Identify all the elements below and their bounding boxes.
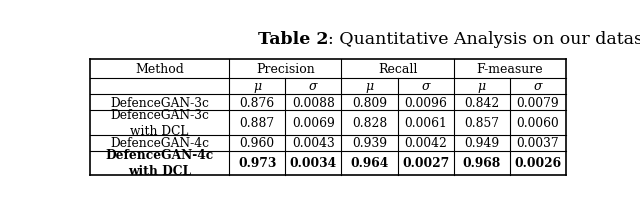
Text: DefenceGAN-4c: DefenceGAN-4c (110, 137, 209, 149)
Text: DefenceGAN-3c
with DCL: DefenceGAN-3c with DCL (110, 108, 209, 137)
Text: 0.809: 0.809 (352, 96, 387, 109)
Text: σ: σ (421, 80, 430, 93)
Text: 0.0079: 0.0079 (516, 96, 559, 109)
Text: F-measure: F-measure (477, 62, 543, 75)
Text: μ: μ (477, 80, 486, 93)
Text: 0.0026: 0.0026 (515, 157, 561, 169)
Text: μ: μ (253, 80, 261, 93)
Text: σ: σ (309, 80, 317, 93)
Text: : Quantitative Analysis on our dataset: : Quantitative Analysis on our dataset (328, 31, 640, 48)
Text: Table 2: Table 2 (258, 31, 328, 48)
Text: DefenceGAN-3c: DefenceGAN-3c (110, 96, 209, 109)
Text: 0.960: 0.960 (239, 137, 275, 149)
Text: 0.842: 0.842 (464, 96, 499, 109)
Text: 0.0069: 0.0069 (292, 116, 335, 129)
Text: 0.0034: 0.0034 (290, 157, 337, 169)
Text: 0.964: 0.964 (350, 157, 388, 169)
Text: 0.0027: 0.0027 (402, 157, 449, 169)
Text: 0.0061: 0.0061 (404, 116, 447, 129)
Text: 0.939: 0.939 (352, 137, 387, 149)
Text: 0.0037: 0.0037 (516, 137, 559, 149)
Text: 0.876: 0.876 (239, 96, 275, 109)
Text: 0.0060: 0.0060 (516, 116, 559, 129)
Text: μ: μ (365, 80, 374, 93)
Text: 0.0096: 0.0096 (404, 96, 447, 109)
Text: 0.857: 0.857 (464, 116, 499, 129)
Text: Recall: Recall (378, 62, 417, 75)
Text: DefenceGAN-4c
with DCL: DefenceGAN-4c with DCL (106, 149, 214, 178)
Text: 0.0088: 0.0088 (292, 96, 335, 109)
Text: 0.949: 0.949 (464, 137, 499, 149)
Text: 0.828: 0.828 (352, 116, 387, 129)
Text: 0.887: 0.887 (239, 116, 275, 129)
Text: σ: σ (534, 80, 542, 93)
Text: Method: Method (135, 62, 184, 75)
Text: Precision: Precision (256, 62, 315, 75)
Text: 0.968: 0.968 (463, 157, 501, 169)
Text: 0.0042: 0.0042 (404, 137, 447, 149)
Text: 0.0043: 0.0043 (292, 137, 335, 149)
Text: 0.973: 0.973 (238, 157, 276, 169)
